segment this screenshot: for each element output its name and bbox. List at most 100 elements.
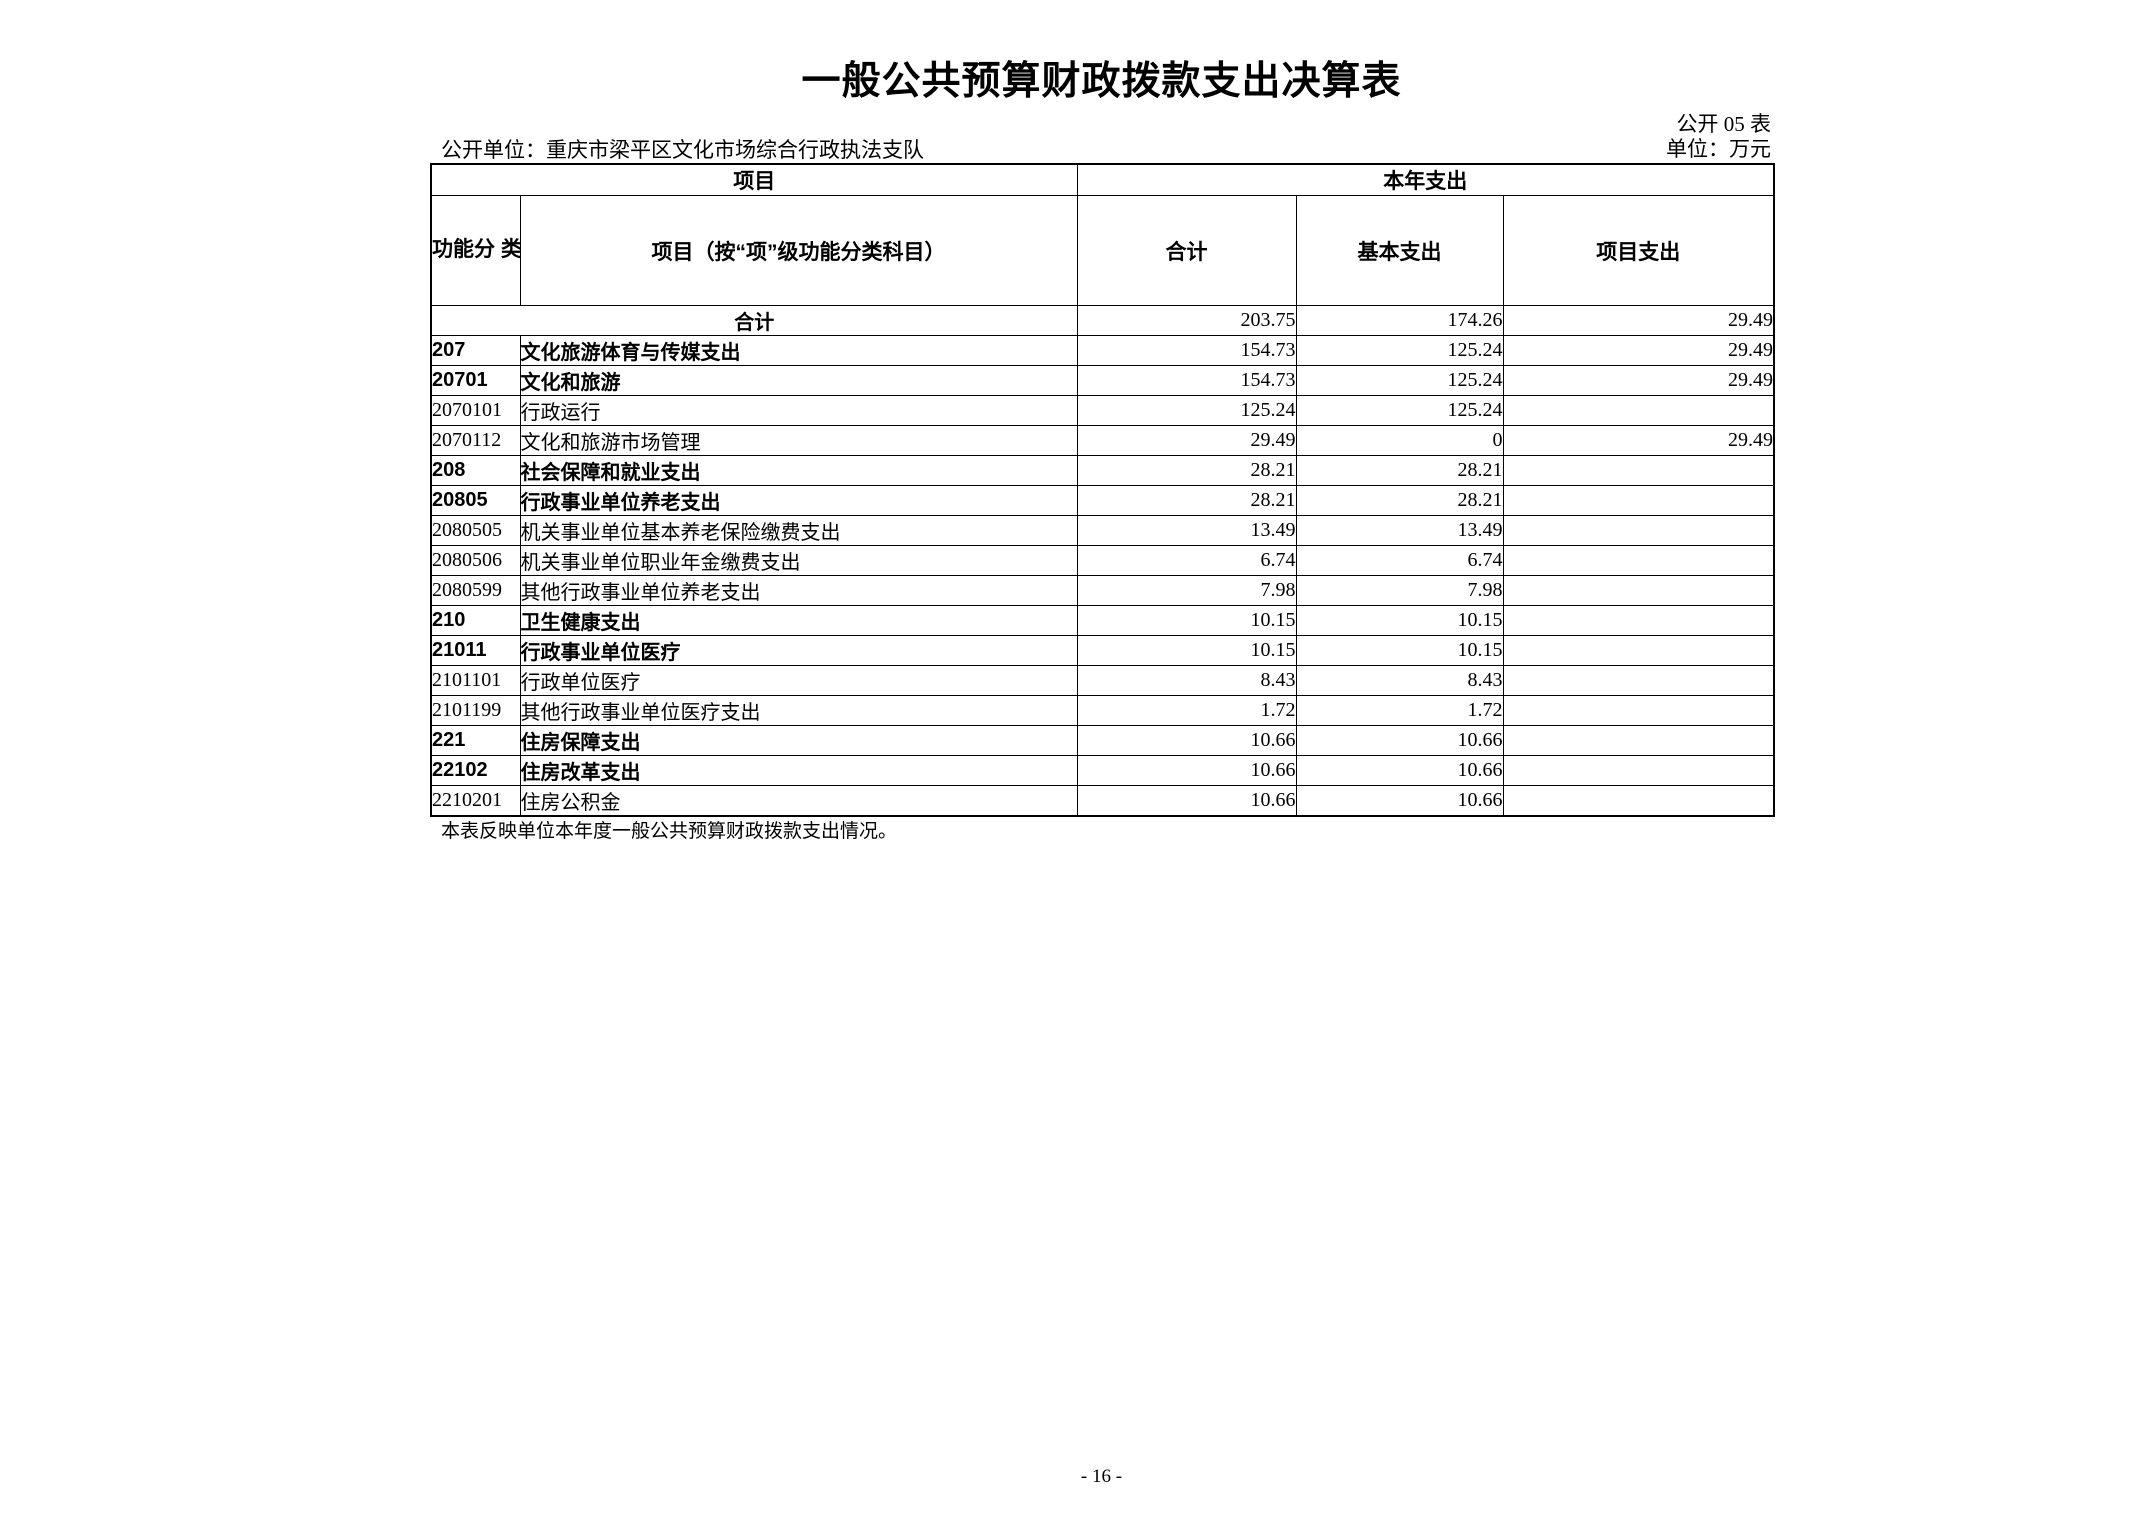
row-project [1502,755,1775,786]
row-name: 住房公积金 [519,785,1078,817]
publishing-unit-label: 公开单位：重庆市梁平区文化市场综合行政执法支队 [441,139,924,162]
row-basic: 0 [1295,425,1504,456]
page-number: - 16 - [1080,1466,1123,1487]
row-name: 住房保障支出 [519,725,1078,756]
row-label: 合计 [430,305,1078,336]
row-basic: 1.72 [1295,695,1504,726]
row-code: 22102 [430,755,521,786]
row-name: 行政事业单位养老支出 [519,485,1078,516]
row-basic: 28.21 [1295,455,1504,486]
table-body: 合计 203.75 174.26 29.49 207 文化旅游体育与传媒支出 154.73 1… [430,305,1775,817]
row-project [1502,395,1775,426]
row-basic: 10.15 [1295,605,1504,636]
table-row: 221 住房保障支出 10.66 10.66 [430,725,1775,756]
table-row: 208 社会保障和就业支出 28.21 28.21 [430,455,1775,486]
page-title: 一般公共预算财政拨款支出决算表 [801,60,1402,103]
row-name: 文化和旅游市场管理 [519,425,1078,456]
table-row: 207 文化旅游体育与传媒支出 154.73 125.24 29.49 [430,335,1775,366]
row-code: 2101199 [430,695,521,726]
row-total: 7.98 [1076,575,1297,606]
row-project [1502,635,1775,666]
table-header: 项目 本年支出 功能分 类科目 编码 项目（按“项”级功能分类科目） 合计 基本… [430,163,1775,306]
table-footnote: 本表反映单位本年度一般公共预算财政拨款支出情况。 [441,821,898,842]
row-code: 210 [430,605,521,636]
header-col-item: 项目（按“项”级功能分类科目） [519,195,1078,306]
table-row: 2101101 行政单位医疗 8.43 8.43 [430,665,1775,696]
row-total: 1.72 [1076,695,1297,726]
row-code: 207 [430,335,521,366]
row-basic: 125.24 [1295,395,1504,426]
header-col-total: 合计 [1076,195,1297,306]
row-project [1502,695,1775,726]
row-total: 125.24 [1076,395,1297,426]
header-col-function-code: 功能分 类科目 编码 [430,195,521,306]
row-total: 10.66 [1076,755,1297,786]
row-name: 行政单位医疗 [519,665,1078,696]
row-total: 28.21 [1076,485,1297,516]
table-row: 20701 文化和旅游 154.73 125.24 29.49 [430,365,1775,396]
row-project: 29.49 [1502,305,1775,336]
row-basic: 13.49 [1295,515,1504,546]
row-name: 机关事业单位基本养老保险缴费支出 [519,515,1078,546]
row-name: 文化和旅游 [519,365,1078,396]
table-row: 210 卫生健康支出 10.15 10.15 [430,605,1775,636]
row-project: 29.49 [1502,425,1775,456]
row-total: 6.74 [1076,545,1297,576]
row-name: 机关事业单位职业年金缴费支出 [519,545,1078,576]
table-row: 2101199 其他行政事业单位医疗支出 1.72 1.72 [430,695,1775,726]
table-row: 合计 203.75 174.26 29.49 [430,305,1775,336]
table-row: 22102 住房改革支出 10.66 10.66 [430,755,1775,786]
row-project: 29.49 [1502,365,1775,396]
row-name: 行政运行 [519,395,1078,426]
table-row: 21011 行政事业单位医疗 10.15 10.15 [430,635,1775,666]
table-row: 2070112 文化和旅游市场管理 29.49 0 29.49 [430,425,1775,456]
row-project [1502,515,1775,546]
row-code: 208 [430,455,521,486]
row-code: 20805 [430,485,521,516]
row-basic: 125.24 [1295,335,1504,366]
row-code: 2080505 [430,515,521,546]
header-group-current-year: 本年支出 [1076,163,1775,196]
table-row: 2070101 行政运行 125.24 125.24 [430,395,1775,426]
row-total: 154.73 [1076,335,1297,366]
row-basic: 10.15 [1295,635,1504,666]
row-code: 2070112 [430,425,521,456]
row-total: 10.15 [1076,635,1297,666]
row-name: 其他行政事业单位医疗支出 [519,695,1078,726]
row-total: 28.21 [1076,455,1297,486]
row-code: 2070101 [430,395,521,426]
row-total: 154.73 [1076,365,1297,396]
table-row: 2210201 住房公积金 10.66 10.66 [430,785,1775,817]
budget-table: 项目 本年支出 功能分 类科目 编码 项目（按“项”级功能分类科目） 合计 基本… [430,163,1775,817]
row-name: 住房改革支出 [519,755,1078,786]
row-code: 20701 [430,365,521,396]
row-project [1502,575,1775,606]
row-basic: 7.98 [1295,575,1504,606]
row-code: 2080599 [430,575,521,606]
row-basic: 28.21 [1295,485,1504,516]
row-name: 社会保障和就业支出 [519,455,1078,486]
header-col-basic: 基本支出 [1295,195,1504,306]
row-project [1502,455,1775,486]
row-basic: 10.66 [1295,725,1504,756]
row-total: 203.75 [1076,305,1297,336]
row-basic: 125.24 [1295,365,1504,396]
row-basic: 174.26 [1295,305,1504,336]
row-code: 2101101 [430,665,521,696]
table-row: 2080505 机关事业单位基本养老保险缴费支出 13.49 13.49 [430,515,1775,546]
row-total: 29.49 [1076,425,1297,456]
row-project [1502,545,1775,576]
unit-label: 单位：万元 [1666,137,1771,161]
row-total: 10.66 [1076,785,1297,817]
row-basic: 10.66 [1295,785,1504,817]
row-name: 行政事业单位医疗 [519,635,1078,666]
table-row: 2080506 机关事业单位职业年金缴费支出 6.74 6.74 [430,545,1775,576]
row-project [1502,485,1775,516]
row-code: 21011 [430,635,521,666]
row-name: 卫生健康支出 [519,605,1078,636]
header-group-item: 项目 [430,163,1078,196]
row-total: 10.15 [1076,605,1297,636]
row-total: 13.49 [1076,515,1297,546]
table-row: 2080599 其他行政事业单位养老支出 7.98 7.98 [430,575,1775,606]
